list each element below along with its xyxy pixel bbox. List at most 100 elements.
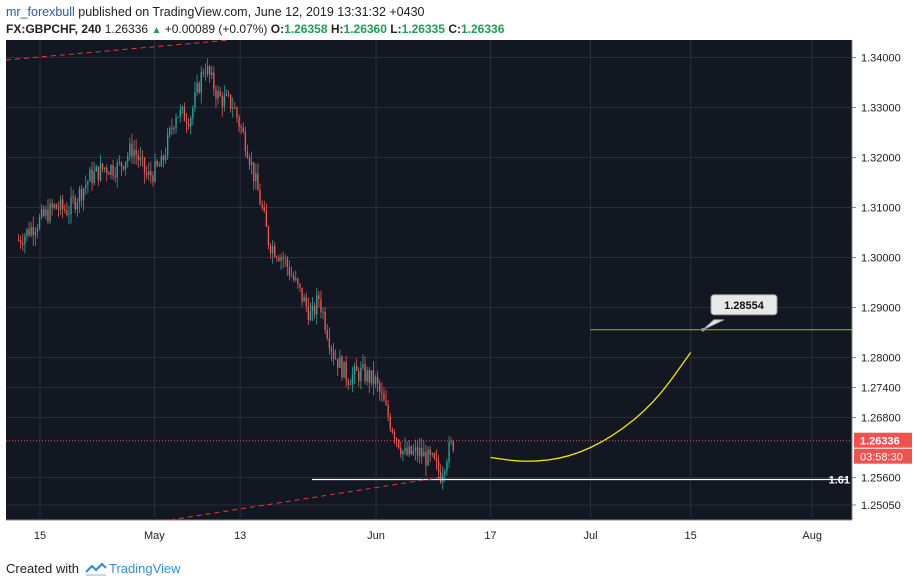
candle-body bbox=[133, 149, 135, 157]
candle-body bbox=[30, 227, 32, 236]
candle-body bbox=[358, 370, 360, 381]
candle-body bbox=[59, 199, 62, 210]
candle-body bbox=[24, 235, 26, 245]
callout-pointer bbox=[702, 319, 725, 331]
tradingview-brand[interactable]: TradingView bbox=[108, 561, 181, 576]
candle-body bbox=[114, 175, 116, 178]
candle-body bbox=[145, 173, 148, 176]
candle-body bbox=[385, 400, 387, 405]
candle-body bbox=[49, 203, 51, 222]
candle-body bbox=[450, 441, 452, 442]
candle-body bbox=[274, 245, 276, 257]
candle-body bbox=[395, 438, 398, 440]
up-arrow-icon: ▲ bbox=[151, 25, 162, 36]
candle-body bbox=[328, 337, 331, 348]
candle-body bbox=[55, 204, 58, 209]
candle-body bbox=[316, 295, 318, 315]
time-tick-label: Jul bbox=[584, 530, 598, 542]
candle-body bbox=[309, 310, 312, 321]
candle-body bbox=[45, 209, 47, 216]
candle-body bbox=[66, 210, 68, 215]
candle-body bbox=[360, 367, 362, 381]
candle-body bbox=[427, 449, 429, 466]
candle-body bbox=[267, 226, 270, 246]
candle-body bbox=[213, 72, 215, 90]
candle-body bbox=[284, 258, 286, 260]
candle-body bbox=[171, 128, 173, 130]
candle-body bbox=[152, 175, 154, 182]
candle-body bbox=[87, 181, 89, 185]
candle-body bbox=[345, 361, 347, 381]
candle-body bbox=[446, 461, 448, 471]
projection-curve bbox=[490, 352, 692, 462]
candle-body bbox=[99, 163, 102, 181]
current-price-badge bbox=[854, 432, 912, 448]
candle-body bbox=[288, 267, 291, 276]
time-tick-label: Aug bbox=[802, 530, 822, 542]
candle-body bbox=[194, 92, 196, 108]
candle-body bbox=[36, 228, 39, 232]
candle-body bbox=[76, 202, 79, 210]
target-callout-label: 1.28554 bbox=[724, 300, 765, 312]
candle-body bbox=[397, 439, 400, 448]
candle-body bbox=[32, 227, 34, 236]
candle-body bbox=[410, 446, 412, 455]
trend-line-upper bbox=[5, 40, 231, 61]
low-value: 1.26335 bbox=[401, 22, 445, 36]
price-tick-label: 1.28000 bbox=[861, 353, 901, 365]
open-value: 1.26358 bbox=[284, 22, 328, 36]
candle-body bbox=[433, 453, 436, 459]
candle-body bbox=[198, 83, 200, 93]
candle-body bbox=[169, 128, 171, 135]
candle-body bbox=[364, 363, 366, 382]
candle-body bbox=[143, 157, 146, 174]
candle-body bbox=[337, 358, 339, 368]
candle-body bbox=[78, 188, 81, 203]
candle-body bbox=[185, 121, 188, 124]
candle-body bbox=[248, 157, 251, 165]
price-chart[interactable]: 1.34000 1.33000 1.32000 1.31000 1.30000 1.290… bbox=[0, 40, 916, 550]
candle-body bbox=[139, 157, 142, 161]
candle-body bbox=[204, 73, 207, 75]
candle-body bbox=[61, 199, 64, 210]
candle-body bbox=[299, 283, 301, 288]
last-price: 1.26336 bbox=[104, 22, 149, 36]
candle-body bbox=[391, 429, 394, 433]
current-price-text: 1.26336 bbox=[860, 436, 900, 448]
candle-body bbox=[80, 188, 83, 201]
candle-body bbox=[238, 117, 240, 127]
candle-body bbox=[435, 458, 438, 462]
candle-body bbox=[412, 450, 415, 455]
candle-body bbox=[38, 216, 41, 229]
candle-body bbox=[97, 166, 100, 181]
candle-body bbox=[219, 91, 221, 97]
candle-body bbox=[339, 356, 341, 368]
candle-body bbox=[91, 169, 93, 184]
plot-area bbox=[6, 40, 852, 520]
candle-body bbox=[341, 356, 343, 378]
candle-body bbox=[400, 447, 402, 455]
candle-body bbox=[320, 299, 322, 313]
candle-body bbox=[442, 474, 444, 483]
candle-body bbox=[381, 391, 383, 394]
author-name[interactable]: mr_forexbull bbox=[6, 5, 75, 19]
candle-body bbox=[19, 240, 22, 244]
candle-body bbox=[330, 347, 333, 352]
close-value: 1.26336 bbox=[461, 22, 505, 36]
published-text: published on TradingView.com, June 12, 2… bbox=[78, 5, 425, 19]
candle-body bbox=[175, 117, 177, 128]
candle-body bbox=[156, 160, 158, 166]
candle-body bbox=[223, 95, 226, 107]
candle-body bbox=[206, 66, 209, 75]
tradingview-logo-icon bbox=[85, 562, 107, 576]
candle-body bbox=[332, 351, 335, 359]
candle-body bbox=[43, 208, 45, 216]
candle-body bbox=[164, 155, 167, 161]
candle-body bbox=[28, 229, 30, 236]
price-change: +0.00089 (+0.07%) bbox=[164, 22, 268, 36]
price-tick-label: 1.25600 bbox=[861, 473, 901, 485]
price-tick-label: 1.32000 bbox=[861, 153, 901, 165]
candle-body bbox=[444, 470, 446, 475]
candle-body bbox=[376, 376, 379, 383]
candle-body bbox=[183, 106, 186, 122]
